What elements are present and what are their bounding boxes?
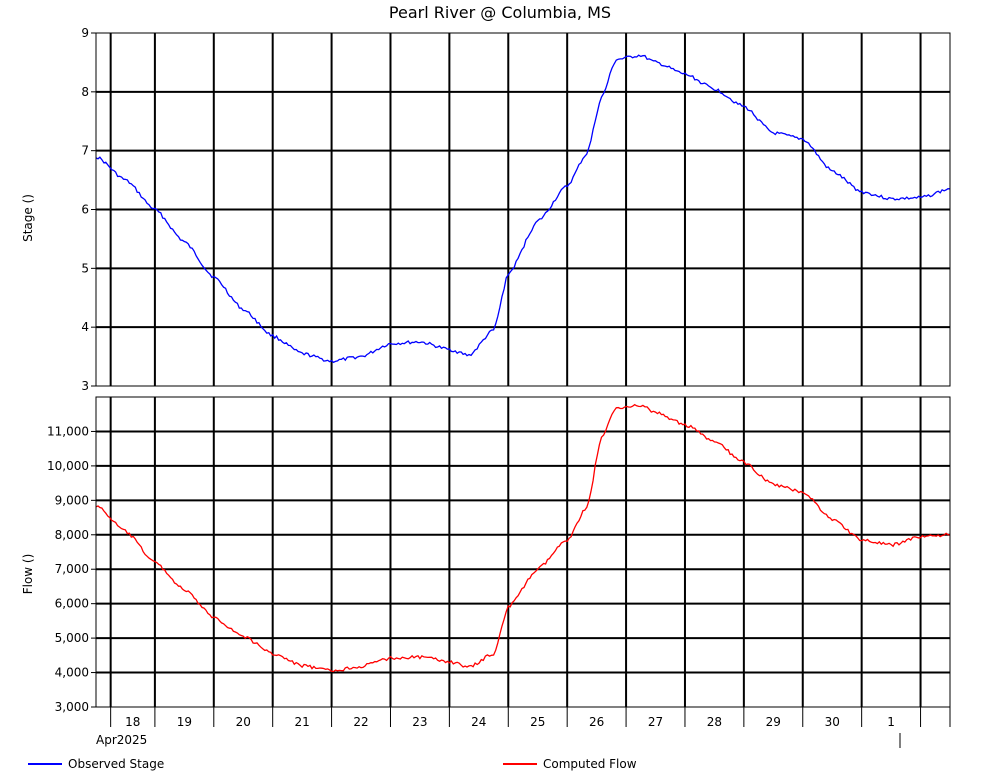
x-tick-label: 26 <box>589 715 604 729</box>
x-axis: 18 19 20 21 22 23 24 25 26 27 28 29 30 1 <box>96 706 951 729</box>
flow-grid <box>96 397 950 707</box>
stage-grid <box>96 33 950 386</box>
x-tick-label: 29 <box>766 715 781 729</box>
computed-flow-line <box>95 403 951 673</box>
y-tick-label: 9,000 <box>55 493 89 507</box>
y-tick-label: 8 <box>81 85 89 99</box>
chart-title: Pearl River @ Columbia, MS <box>389 3 611 22</box>
y-tick-label: 8,000 <box>55 528 89 542</box>
stage-panel: 3 4 5 6 7 8 9 Stage () <box>21 26 951 393</box>
stage-y-ticks: 3 4 5 6 7 8 9 <box>81 26 96 393</box>
x-tick-label: 19 <box>177 715 192 729</box>
flow-plot-frame <box>95 396 951 708</box>
legend: Observed Stage Computed Flow <box>28 757 637 771</box>
x-tick-label: 18 <box>125 715 140 729</box>
y-tick-label: 3,000 <box>55 700 89 714</box>
y-tick-label: 4 <box>81 320 89 334</box>
y-tick-label: 7,000 <box>55 562 89 576</box>
legend-label-computed-flow: Computed Flow <box>543 757 637 771</box>
y-tick-label: 3 <box>81 379 89 393</box>
x-tick-label: 30 <box>825 715 840 729</box>
y-tick-label: 10,000 <box>47 459 89 473</box>
y-tick-label: 4,000 <box>55 666 89 680</box>
x-tick-label: 25 <box>530 715 545 729</box>
y-tick-label: 11,000 <box>47 424 89 438</box>
flow-y-axis-label: Flow () <box>21 554 35 595</box>
x-axis-month-label: Apr2025 <box>96 733 147 747</box>
y-tick-label: 6,000 <box>55 597 89 611</box>
y-tick-label: 7 <box>81 144 89 158</box>
y-tick-label: 6 <box>81 203 89 217</box>
x-tick-label: 21 <box>294 715 309 729</box>
x-tick-label: 24 <box>471 715 486 729</box>
stage-plot-frame <box>95 32 951 387</box>
x-tick-label: 23 <box>412 715 427 729</box>
y-tick-label: 9 <box>81 26 89 40</box>
observed-stage-line <box>95 54 951 364</box>
stage-y-axis-label: Stage () <box>21 194 35 242</box>
flow-y-ticks: 3,000 4,000 5,000 6,000 7,000 8,000 9,000 10,00… <box>47 424 96 714</box>
x-tick-label: 1 <box>887 715 895 729</box>
x-tick-label: 20 <box>236 715 251 729</box>
y-tick-label: 5 <box>81 261 89 275</box>
legend-label-observed-stage: Observed Stage <box>68 757 164 771</box>
y-tick-label: 5,000 <box>55 631 89 645</box>
x-tick-label: 22 <box>353 715 368 729</box>
flow-panel: 3,000 4,000 5,000 6,000 7,000 8,000 9,000 10,00… <box>21 396 951 714</box>
x-tick-label: 28 <box>707 715 722 729</box>
x-tick-label: 27 <box>648 715 663 729</box>
